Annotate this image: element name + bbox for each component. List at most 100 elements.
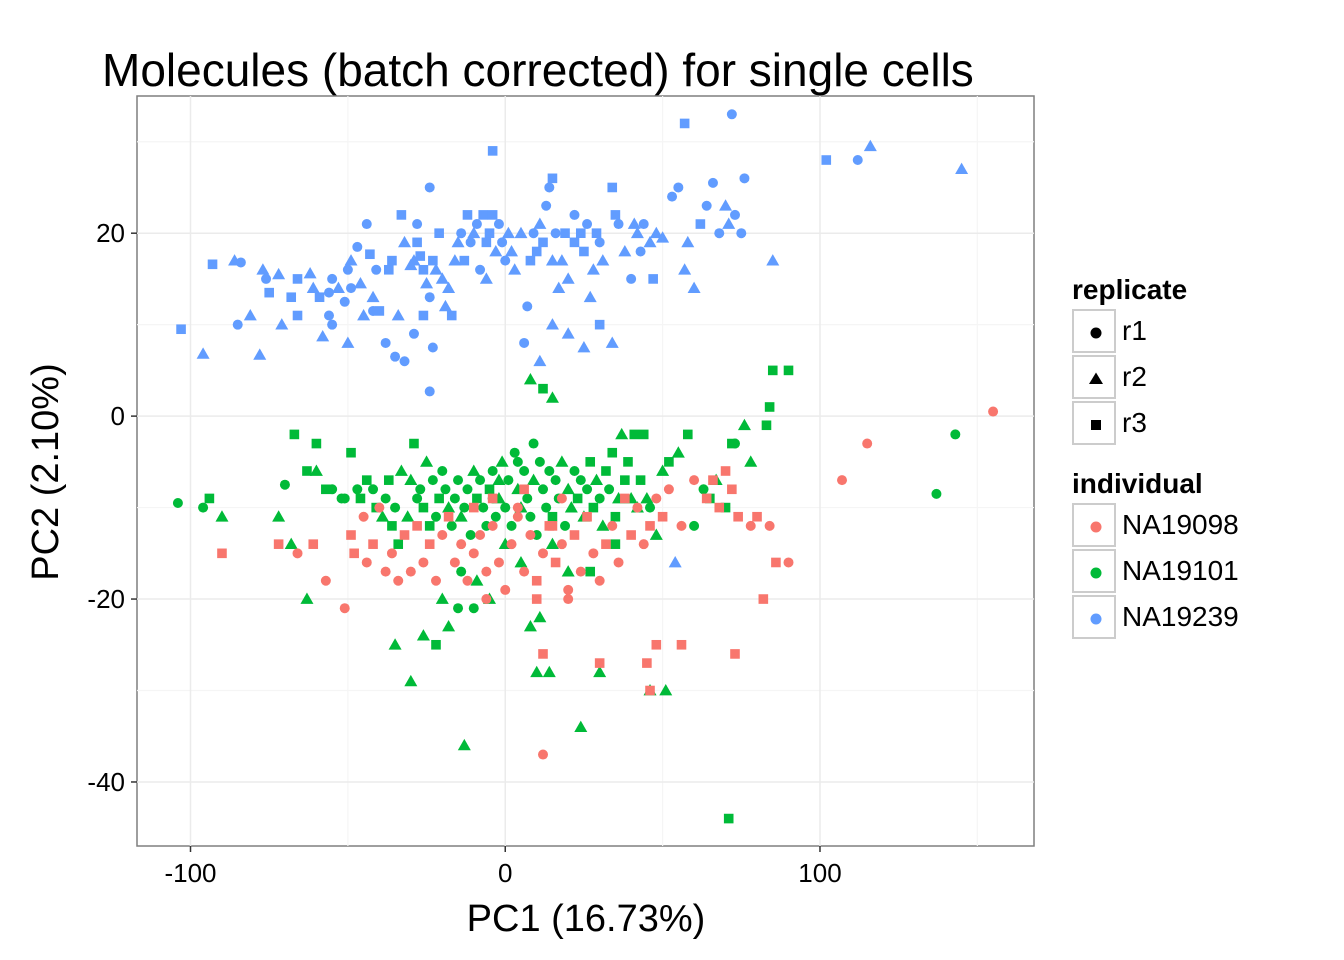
data-point — [623, 457, 633, 467]
data-point — [695, 219, 706, 229]
major-gridlines — [137, 96, 1034, 846]
data-point — [431, 575, 441, 586]
data-point — [528, 438, 539, 449]
data-point — [607, 182, 618, 193]
y-tick-label: 0 — [111, 401, 125, 431]
data-point — [547, 511, 558, 522]
data-point — [733, 511, 743, 522]
legend-label: NA19101 — [1122, 555, 1239, 586]
data-point — [563, 594, 574, 605]
data-point — [481, 566, 492, 577]
data-point — [331, 281, 345, 293]
data-point — [569, 530, 580, 540]
data-point — [437, 466, 448, 476]
data-point — [475, 264, 486, 275]
data-point — [931, 488, 942, 499]
data-point — [443, 511, 454, 522]
data-point — [446, 310, 457, 321]
data-point — [383, 264, 394, 275]
data-point — [950, 429, 961, 440]
data-point — [493, 557, 504, 568]
data-point — [394, 464, 408, 476]
data-point — [550, 228, 561, 239]
data-point — [586, 263, 600, 275]
data-point — [821, 155, 832, 165]
data-point — [424, 521, 435, 531]
y-tick-label: 20 — [96, 218, 125, 248]
data-point — [368, 484, 379, 495]
data-point — [503, 475, 514, 486]
data-point — [988, 406, 999, 417]
data-point — [453, 475, 464, 486]
data-point — [519, 466, 530, 476]
data-point — [569, 237, 580, 248]
data-point — [545, 537, 559, 550]
data-point — [207, 259, 218, 270]
data-point — [556, 539, 567, 550]
legend-item-na19101: NA19101 — [1072, 548, 1239, 594]
data-point — [594, 237, 605, 248]
data-point — [561, 272, 575, 284]
data-point — [569, 466, 580, 476]
data-point — [514, 226, 528, 239]
data-point — [618, 244, 632, 257]
data-point — [273, 539, 284, 549]
legend-key-dot-icon — [1072, 503, 1116, 547]
data-point — [393, 575, 404, 586]
legend-label: NA19098 — [1122, 509, 1239, 540]
minor-gridlines — [137, 96, 1034, 846]
data-point — [352, 484, 363, 495]
data-point — [489, 244, 503, 257]
y-tick-label: -40 — [87, 767, 125, 797]
data-point — [387, 521, 397, 531]
data-point — [555, 455, 569, 467]
data-point — [357, 309, 371, 321]
data-point — [545, 254, 559, 266]
data-point — [506, 520, 517, 531]
data-point — [590, 473, 604, 486]
data-point — [481, 594, 492, 605]
data-point — [538, 484, 549, 495]
data-point — [475, 475, 486, 486]
data-point — [955, 162, 969, 175]
data-point — [541, 200, 552, 211]
data-point — [314, 292, 325, 303]
data-point — [610, 210, 621, 220]
data-point — [380, 337, 391, 348]
data-point — [659, 684, 673, 696]
data-point — [361, 475, 372, 485]
data-point — [371, 264, 382, 275]
data-point — [730, 209, 740, 220]
data-point — [292, 310, 303, 321]
data-point — [418, 557, 429, 568]
data-point — [380, 566, 391, 577]
data-point — [424, 182, 435, 193]
legend-item-r3: r3 — [1072, 400, 1239, 446]
data-point — [292, 548, 303, 559]
data-point — [620, 475, 630, 485]
data-point — [448, 254, 462, 266]
data-point — [626, 530, 636, 540]
data-point — [323, 287, 334, 298]
data-point — [468, 603, 479, 614]
data-point — [264, 287, 274, 298]
data-point — [172, 498, 183, 509]
data-point — [569, 209, 580, 220]
data-point — [386, 548, 397, 559]
data-point — [487, 520, 498, 531]
data-point — [588, 502, 599, 513]
data-point — [387, 255, 397, 266]
data-point — [560, 520, 571, 531]
data-point — [766, 254, 780, 266]
data-point — [651, 639, 662, 650]
data-point — [564, 501, 578, 513]
data-point — [528, 228, 539, 239]
data-point — [487, 466, 498, 476]
data-point — [585, 566, 596, 577]
data-point — [533, 610, 547, 623]
x-tick-label: -100 — [164, 858, 216, 888]
data-point — [737, 418, 751, 431]
data-point — [638, 429, 649, 440]
data-point — [311, 438, 322, 449]
data-point — [501, 226, 515, 239]
